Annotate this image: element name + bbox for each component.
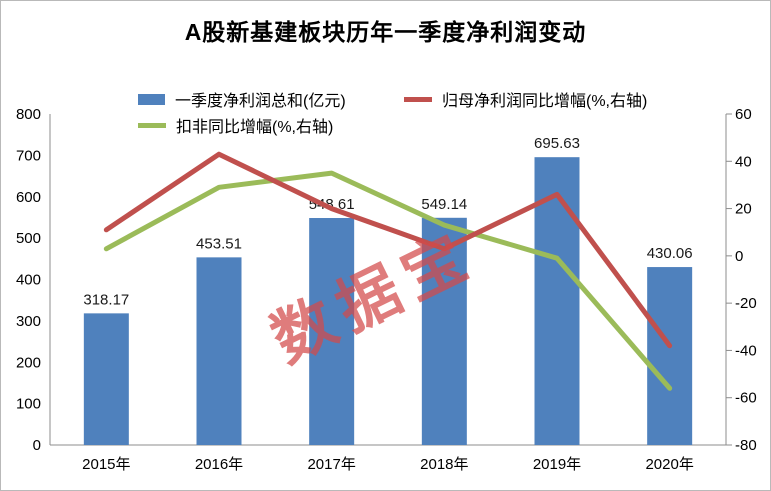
left-axis-tick-label: 400 bbox=[16, 272, 41, 289]
legend-line-marker-red-icon bbox=[404, 96, 432, 102]
x-axis-label: 2019年 bbox=[533, 456, 581, 473]
left-axis-tick-label: 100 bbox=[16, 396, 41, 413]
right-axis-tick-label: -80 bbox=[735, 437, 757, 454]
bar-value-label: 430.06 bbox=[647, 245, 693, 262]
bar-value-label: 318.17 bbox=[83, 291, 129, 308]
legend-line-marker-green-icon bbox=[138, 122, 166, 128]
x-axis-label: 2017年 bbox=[307, 456, 355, 473]
x-axis-label: 2020年 bbox=[645, 456, 693, 473]
left-axis-tick-label: 800 bbox=[16, 106, 41, 123]
right-axis-tick-label: 20 bbox=[735, 201, 752, 218]
bar-value-label: 695.63 bbox=[534, 135, 580, 152]
bar-2018年 bbox=[421, 217, 467, 445]
bar-2020年 bbox=[647, 267, 693, 445]
left-axis-tick-label: 300 bbox=[16, 313, 41, 330]
right-axis-tick-label: -60 bbox=[735, 390, 757, 407]
left-axis-tick-label: 700 bbox=[16, 147, 41, 164]
legend-bar-marker-icon bbox=[138, 93, 165, 105]
line-deducted-growth bbox=[103, 170, 673, 391]
x-axis-label: 2016年 bbox=[195, 456, 243, 473]
legend-item-deducted-growth: 扣非同比增幅(%,右轴) bbox=[138, 113, 333, 137]
right-axis-tick-label: 60 bbox=[735, 106, 752, 123]
left-axis-tick-label: 0 bbox=[33, 437, 41, 454]
right-axis-tick-label: -20 bbox=[735, 295, 757, 312]
chart-title: A股新基建板块历年一季度净利润变动 bbox=[184, 19, 587, 45]
left-axis-tick-label: 200 bbox=[16, 354, 41, 371]
line-parent-growth bbox=[103, 151, 673, 349]
bar-value-label: 548.61 bbox=[309, 196, 355, 213]
legend-label-deducted-growth: 扣非同比增幅(%,右轴) bbox=[176, 119, 334, 136]
bar-value-label: 549.14 bbox=[421, 196, 467, 213]
bar-2015年 bbox=[83, 313, 129, 445]
bar-2019年 bbox=[534, 157, 580, 445]
left-axis-tick-label: 600 bbox=[16, 189, 41, 206]
x-axis-label: 2015年 bbox=[82, 456, 130, 473]
bar-value-label: 453.51 bbox=[196, 235, 242, 252]
legend-label-parent-growth: 归母净利润同比增幅(%,右轴) bbox=[442, 93, 648, 110]
bar-2017年 bbox=[309, 218, 355, 445]
legend-label-bar-series: 一季度净利润总和(亿元) bbox=[175, 93, 346, 110]
right-axis-tick-label: -40 bbox=[735, 342, 757, 359]
legend-item-bar-series: 一季度净利润总和(亿元) bbox=[138, 87, 346, 111]
right-axis-tick-label: 40 bbox=[735, 153, 752, 170]
bar-2016年 bbox=[196, 257, 242, 445]
right-axis-tick-label: 0 bbox=[735, 248, 743, 265]
x-axis-label: 2018年 bbox=[420, 456, 468, 473]
legend-item-parent-growth: 归母净利润同比增幅(%,右轴) bbox=[404, 87, 647, 111]
left-axis-tick-label: 500 bbox=[16, 230, 41, 247]
